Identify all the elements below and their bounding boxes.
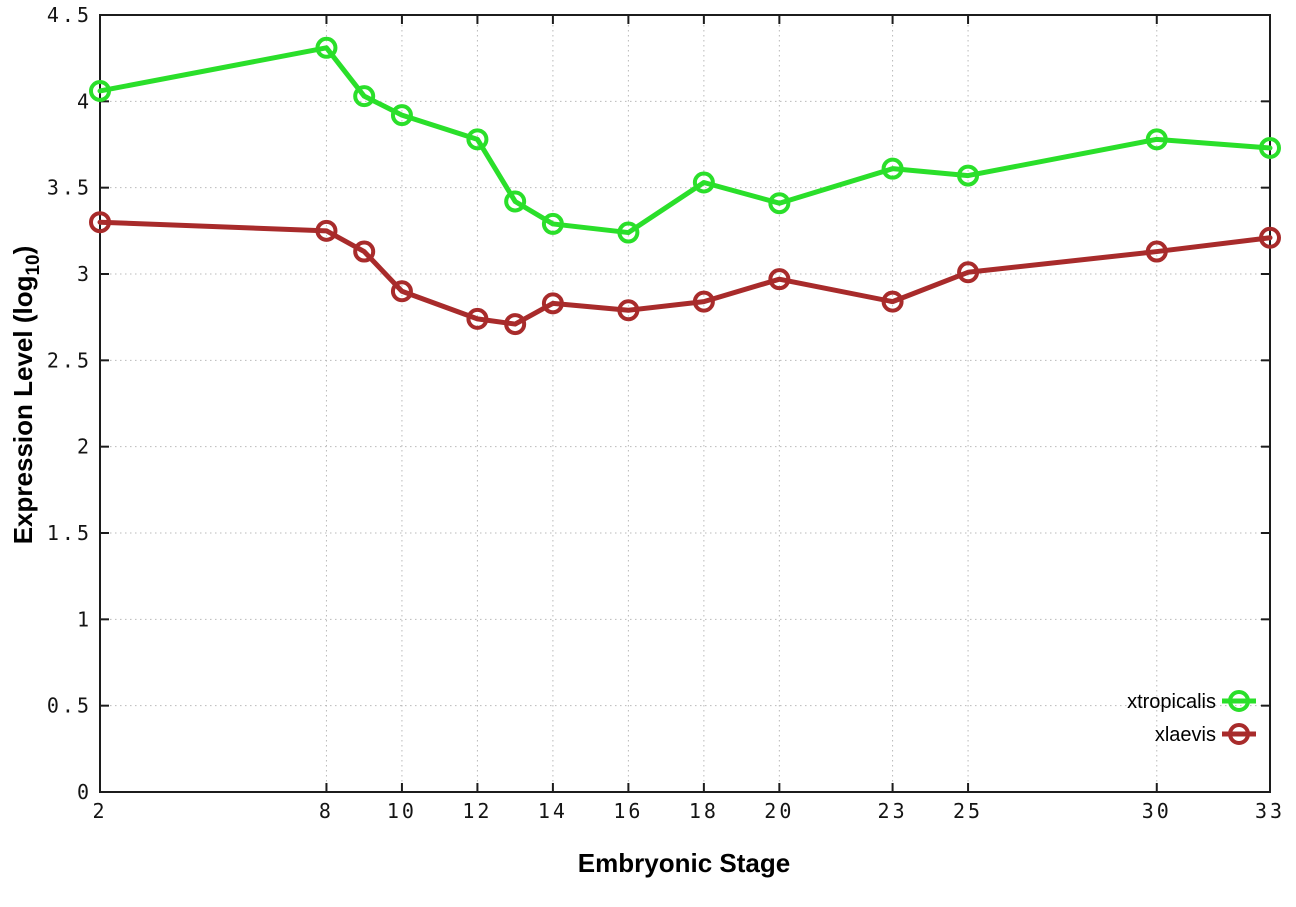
y-tick-label: 2.5 (47, 348, 92, 372)
series-xlaevis (89, 211, 1281, 336)
x-tick-label: 20 (764, 799, 794, 823)
data-point-marker (692, 171, 715, 194)
tick-marks (99, 14, 1271, 793)
y-tick-label: 2 (77, 435, 92, 459)
data-point-marker (541, 292, 564, 315)
data-point-marker (692, 290, 715, 313)
legend-label: xlaevis (1155, 724, 1216, 746)
data-point-marker (89, 79, 111, 102)
y-tick-label: 3.5 (47, 176, 92, 200)
data-point-marker (881, 290, 904, 313)
legend: xtropicalis xlaevis (1127, 690, 1256, 746)
y-tick-label: 0.5 (47, 694, 92, 718)
data-point-marker (957, 164, 980, 187)
gridlines (99, 14, 1271, 793)
x-tick-label: 8 (319, 799, 334, 823)
data-point-marker (504, 190, 527, 213)
x-tick-label: 10 (387, 799, 417, 823)
data-point-marker (353, 240, 376, 263)
x-tick-label: 18 (689, 799, 719, 823)
x-tick-label: 12 (462, 799, 492, 823)
data-point-marker (315, 36, 338, 59)
legend-label: xtropicalis (1127, 691, 1216, 713)
x-tick-label: 25 (953, 799, 983, 823)
x-tick-label: 30 (1142, 799, 1172, 823)
data-point-marker (768, 268, 791, 291)
x-tick-label: 33 (1255, 799, 1285, 823)
legend-sample-marker (1228, 690, 1250, 712)
plot-border (99, 14, 1271, 793)
x-axis-title: Embryonic Stage (578, 848, 790, 878)
x-tick-labels: 2 8 10 12 14 16 18 20 23 25 30 33 (92, 799, 1285, 823)
y-tick-label: 3 (77, 262, 92, 286)
y-tick-label: 1.5 (47, 521, 92, 545)
data-point-marker (541, 212, 564, 235)
legend-sample-marker (1228, 723, 1250, 745)
data-point-marker (881, 157, 904, 180)
y-tick-labels: 0 0.5 1 1.5 2 2.5 3 3.5 4 4.5 (47, 3, 92, 804)
data-point-marker (768, 192, 791, 215)
y-tick-label: 1 (77, 607, 92, 631)
data-point-marker (1259, 226, 1281, 249)
series-xtropicalis (89, 36, 1281, 244)
x-tick-label: 2 (92, 799, 107, 823)
series-line (97, 45, 1273, 236)
y-axis-title: Expression Level (log10) (8, 246, 44, 545)
data-point-marker (504, 313, 527, 336)
data-point-marker (1145, 128, 1168, 151)
data-point-marker (466, 307, 489, 330)
data-point-marker (617, 299, 640, 322)
data-point-marker (1259, 136, 1281, 159)
y-tick-label: 4.5 (47, 3, 92, 27)
data-point-marker (315, 219, 338, 242)
data-point-marker (466, 128, 489, 151)
data-point-marker (89, 211, 111, 234)
data-point-marker (617, 221, 640, 244)
x-tick-label: 14 (538, 799, 568, 823)
data-point-marker (390, 104, 413, 127)
legend-item-xtropicalis: xtropicalis (1127, 690, 1256, 713)
legend-item-xlaevis: xlaevis (1155, 723, 1256, 746)
y-tick-label: 4 (77, 89, 92, 113)
data-point-marker (390, 280, 413, 303)
x-tick-label: 16 (613, 799, 643, 823)
data-point-marker (957, 261, 980, 284)
y-tick-label: 0 (77, 780, 92, 804)
data-point-marker (353, 85, 376, 108)
x-tick-label: 23 (878, 799, 908, 823)
data-point-marker (1145, 240, 1168, 263)
series-line (97, 219, 1273, 327)
